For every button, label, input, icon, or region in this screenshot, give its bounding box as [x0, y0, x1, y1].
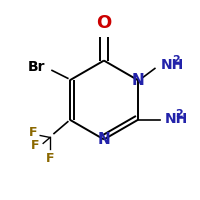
Text: F: F	[29, 126, 37, 139]
Text: N: N	[98, 132, 110, 147]
Text: NH: NH	[161, 58, 184, 72]
Text: F: F	[31, 139, 39, 152]
Text: N: N	[132, 73, 144, 88]
Text: NH: NH	[164, 112, 188, 126]
Text: 2: 2	[175, 109, 183, 119]
Text: F: F	[46, 152, 54, 165]
Text: Br: Br	[28, 60, 45, 74]
Text: O: O	[96, 14, 112, 32]
Text: 2: 2	[172, 55, 179, 65]
